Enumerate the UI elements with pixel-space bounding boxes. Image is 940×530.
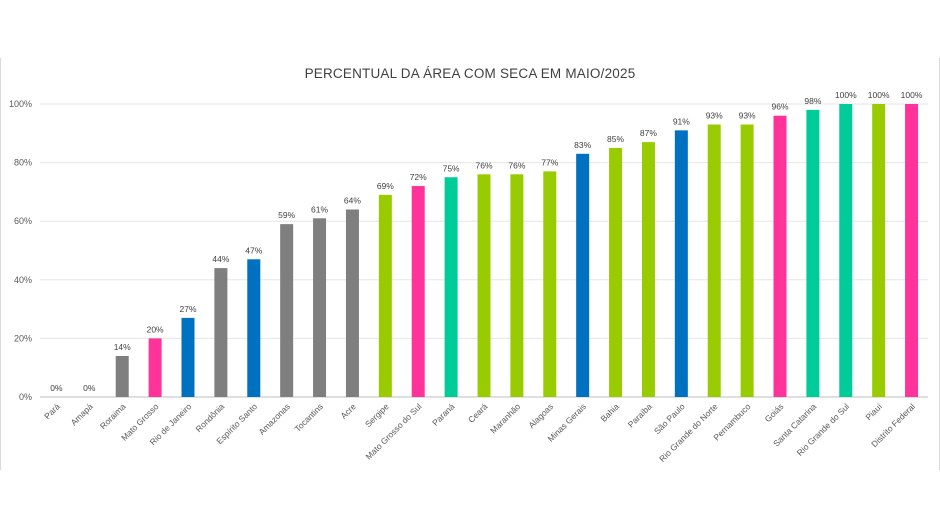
data-label: 91% [673,116,690,126]
x-tick-label: Pará [42,401,62,421]
bar [839,104,853,397]
y-tick-label: 0% [19,392,32,402]
bar [148,338,162,397]
bars [115,104,919,398]
bar [411,186,425,397]
data-label: 98% [804,96,821,106]
y-tick-label: 80% [14,158,32,168]
data-label: 47% [245,245,262,255]
x-tick-label: Bahia [599,401,622,424]
bar [378,194,392,397]
y-tick-label: 100% [9,99,32,109]
bar [905,104,919,397]
data-label: 87% [640,128,657,138]
x-tick-label: Amazonas [257,401,292,436]
bar [477,174,491,397]
data-label: 0% [83,383,96,393]
x-tick-label: Acre [338,401,358,421]
x-tick-label: Roraima [98,401,128,431]
x-tick-label: Amapá [69,401,95,427]
chart-title: PERCENTUAL DA ÁREA COM SECA EM MAIO/2025 [304,66,636,81]
data-label: 64% [344,195,361,205]
data-label: 77% [541,157,558,167]
x-tick-label: Mato Grosso do Sul [363,401,423,461]
bar [313,218,327,397]
data-label: 0% [50,383,63,393]
bar [806,109,820,398]
bar [510,174,524,397]
data-label: 69% [377,181,394,191]
y-tick-label: 40% [14,275,32,285]
bar [609,147,623,397]
data-label: 83% [574,140,591,150]
data-label: 76% [475,160,492,170]
bar [707,124,721,397]
data-label: 85% [607,134,624,144]
bar [280,224,294,397]
data-label: 27% [179,304,196,314]
bar [214,268,228,397]
data-label: 59% [278,210,295,220]
x-tick-label: Rio Grande do Norte [657,401,720,464]
bar [773,115,787,397]
bar [181,317,195,397]
bar [345,209,359,397]
x-tick-label: Goiás [763,401,786,424]
x-tick-label: Maranhão [488,401,522,435]
bar [740,124,754,397]
bar [576,153,590,397]
data-label: 100% [901,90,923,100]
data-label: 20% [147,324,164,334]
data-label: 61% [311,204,328,214]
y-axis: 0% 20% 40% 60% 80% 100% [9,99,32,402]
y-tick-label: 20% [14,333,32,343]
bar [444,177,458,397]
data-label: 44% [212,254,229,264]
data-label: 96% [771,102,788,112]
data-label: 100% [835,90,857,100]
y-tick-label: 60% [14,216,32,226]
bar [543,171,557,397]
data-label: 72% [410,172,427,182]
bar [247,259,261,397]
data-label: 93% [739,111,756,121]
bar [115,355,129,397]
bar [674,130,688,397]
data-label: 93% [706,111,723,121]
data-label: 100% [868,90,890,100]
x-tick-label: Paraíba [626,401,654,429]
data-label: 14% [114,342,131,352]
bar [641,142,655,397]
x-tick-label: Alagoas [526,401,555,430]
x-tick-label: Tocantins [292,401,324,433]
data-label: 75% [443,163,460,173]
x-tick-label: Sergipe [363,401,391,429]
bar [872,104,886,397]
x-tick-label: Piauí [863,401,884,422]
data-labels: 0% 0% 14% 20% 27% 44% 47% 59% 61% 64% 69% 72% 75% 76%… [50,90,923,393]
x-tick-label: Paraná [430,401,457,428]
data-label: 76% [508,160,525,170]
x-tick-label: Ceará [466,401,490,425]
x-tick-label: Rondônia [193,401,226,434]
